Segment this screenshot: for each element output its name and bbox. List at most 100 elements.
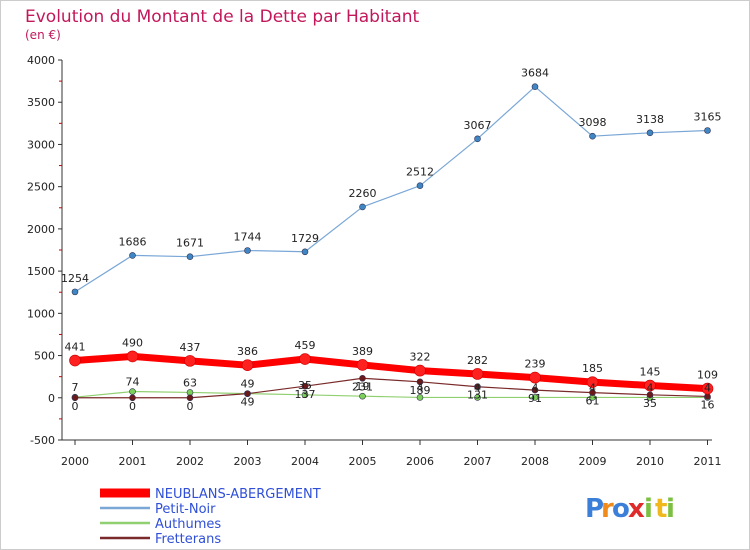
y-tick-label: 2000	[27, 223, 55, 236]
data-point	[299, 353, 311, 365]
data-label: 1671	[176, 237, 204, 250]
data-label: 1744	[234, 231, 262, 244]
data-point	[71, 394, 79, 402]
data-label: 459	[295, 339, 316, 352]
data-label: 437	[180, 341, 201, 354]
data-label: 2260	[349, 187, 377, 200]
y-tick-label: -500	[30, 434, 55, 447]
data-point	[301, 391, 309, 399]
data-label: 185	[582, 362, 603, 375]
data-label: 3684	[521, 67, 549, 80]
y-tick-label: 2500	[27, 181, 55, 194]
data-label: 0	[129, 400, 136, 413]
data-point	[531, 386, 539, 394]
data-point	[474, 383, 481, 391]
logo-letter: o	[612, 494, 630, 524]
data-label: 231	[352, 380, 373, 393]
data-label: 131	[467, 389, 488, 402]
data-point	[701, 382, 714, 395]
data-label: 35	[298, 379, 312, 392]
series-line-2	[74, 390, 708, 399]
data-label: 282	[467, 354, 488, 367]
data-label: 2512	[406, 166, 434, 179]
data-label: 4	[532, 381, 539, 394]
series-line-1	[74, 86, 708, 293]
data-point	[184, 355, 196, 367]
data-label: 74	[126, 376, 140, 389]
data-point	[589, 389, 596, 396]
legend-label: Authumes	[155, 517, 221, 532]
data-point	[244, 390, 251, 397]
x-tick-label: 2007	[464, 455, 492, 468]
series-line-3	[75, 377, 708, 399]
x-tick-label: 2000	[61, 455, 89, 468]
data-point	[301, 248, 309, 256]
x-tick-label: 2011	[694, 455, 722, 468]
data-point	[129, 394, 136, 402]
data-label: 4	[647, 381, 654, 394]
y-tick-label: 1000	[27, 307, 55, 320]
data-label: 0	[187, 400, 194, 413]
data-label: 145	[640, 366, 661, 379]
data-label: 4	[417, 381, 424, 394]
data-label: 490	[122, 336, 143, 349]
data-point	[359, 374, 366, 382]
y-tick-label: 3000	[27, 138, 55, 151]
legend: NEUBLANS-ABERGEMENTPetit-NoirAuthumesFre…	[100, 487, 321, 547]
data-label: 322	[410, 351, 431, 364]
data-label: 3067	[464, 119, 492, 132]
data-point	[359, 203, 366, 211]
data-point	[471, 368, 484, 380]
x-tick-label: 2008	[521, 455, 549, 468]
legend-label: Petit-Noir	[155, 502, 216, 517]
data-point	[416, 394, 424, 401]
data-label: 49	[241, 378, 255, 391]
data-point	[129, 388, 136, 395]
data-point	[244, 247, 251, 254]
data-label: 91	[528, 392, 542, 405]
data-label: 1254	[61, 272, 89, 285]
logo-letter: i	[644, 494, 653, 524]
data-point	[531, 394, 539, 401]
legend-label: NEUBLANS-ABERGEMENT	[155, 487, 321, 502]
data-label: 3098	[579, 116, 607, 129]
logo-letter: t	[655, 494, 667, 524]
data-label: 189	[410, 384, 431, 397]
series-line-0	[74, 352, 708, 393]
y-tick-label: 500	[34, 350, 55, 363]
x-tick-label: 2004	[291, 455, 319, 468]
data-point	[474, 135, 481, 143]
plot-area: 1254 1686 1671 1744 1729 2260 2512 3067 3684 3098…	[61, 67, 722, 413]
data-point	[644, 379, 656, 392]
data-point	[301, 382, 309, 390]
data-label: 61	[586, 395, 600, 408]
data-label: 109	[697, 369, 718, 382]
y-tick-label: 1500	[27, 265, 55, 278]
data-label: 389	[352, 345, 373, 358]
data-label: 4	[589, 381, 596, 394]
y-tick-label: 0	[48, 392, 55, 405]
data-label: 3138	[636, 113, 664, 126]
data-point	[416, 182, 424, 189]
data-point	[646, 391, 654, 399]
x-tick-label: 2003	[234, 455, 262, 468]
data-label: 0	[72, 400, 79, 413]
data-label: 239	[525, 358, 546, 371]
data-point	[474, 394, 481, 401]
data-label: 4	[704, 381, 711, 394]
legend-label: Fretterans	[155, 532, 221, 547]
data-label: 386	[237, 345, 258, 358]
data-point	[69, 354, 81, 367]
data-point	[359, 392, 366, 400]
data-point	[126, 350, 139, 363]
data-point	[646, 129, 654, 137]
data-point	[186, 253, 194, 260]
data-label: 63	[183, 376, 197, 389]
x-tick-label: 2002	[176, 455, 204, 468]
data-label: 441	[65, 341, 86, 354]
chart-unit: (en €)	[25, 28, 61, 42]
x-tick-label: 2010	[636, 455, 664, 468]
